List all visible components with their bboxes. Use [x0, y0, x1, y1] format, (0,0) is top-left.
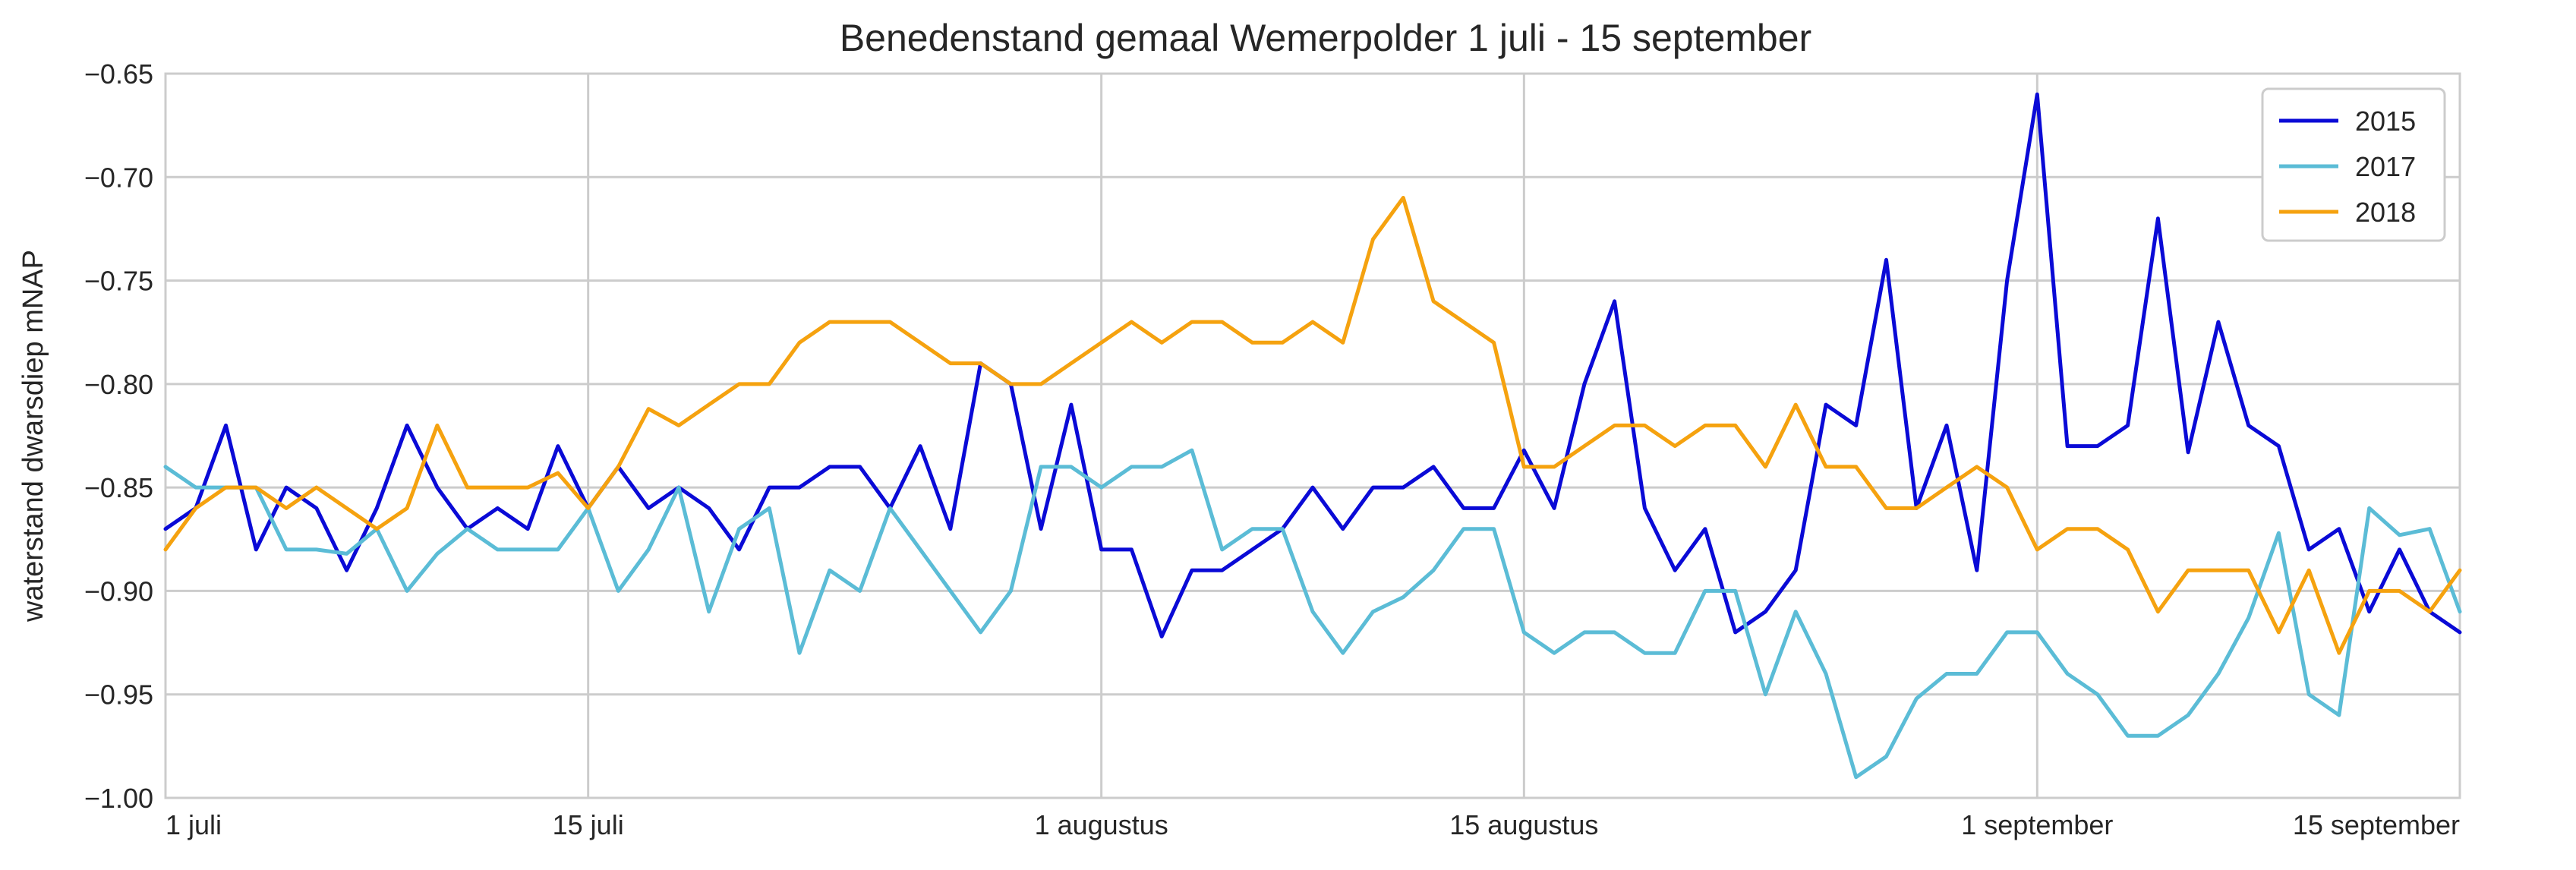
- chart-title: Benedenstand gemaal Wemerpolder 1 juli -…: [840, 17, 1811, 59]
- x-tick-label: 1 juli: [166, 809, 222, 840]
- y-tick-label: −0.80: [84, 369, 153, 400]
- x-tick-label: 15 september: [2293, 809, 2460, 840]
- series-line-2015: [163, 92, 2462, 638]
- x-tick-label: 15 juli: [553, 809, 624, 840]
- legend-label: 2018: [2355, 197, 2416, 228]
- series-lines: [163, 92, 2462, 780]
- legend: 2015 2017 2018: [2261, 87, 2446, 242]
- y-tick-label: −0.90: [84, 575, 153, 607]
- y-tick-label: −0.75: [84, 266, 153, 297]
- x-axis-ticks: 1 juli 15 juli 1 augustus 15 augustus 1 sept…: [166, 809, 2460, 840]
- series-line-2017: [163, 448, 2462, 780]
- y-tick-label: −0.65: [84, 58, 153, 90]
- legend-label: 2017: [2355, 151, 2416, 182]
- y-tick-label: −0.70: [84, 162, 153, 193]
- y-tick-label: −0.95: [84, 679, 153, 711]
- y-tick-label: −0.85: [84, 472, 153, 503]
- legend-label: 2015: [2355, 106, 2416, 137]
- x-tick-label: 15 augustus: [1449, 809, 1598, 840]
- y-tick-label: −1.00: [84, 783, 153, 814]
- legend-box: [2261, 87, 2446, 242]
- plot-frame: [164, 72, 2461, 799]
- y-axis-label: waterstand dwarsdiep mNAP: [17, 250, 49, 623]
- x-tick-label: 1 september: [1961, 809, 2113, 840]
- series-line-2018: [163, 196, 2462, 655]
- x-tick-label: 1 augustus: [1035, 809, 1168, 840]
- y-axis-ticks: −1.00 −0.95 −0.90 −0.85 −0.80 −0.75 −0.70 −0.65: [84, 58, 153, 814]
